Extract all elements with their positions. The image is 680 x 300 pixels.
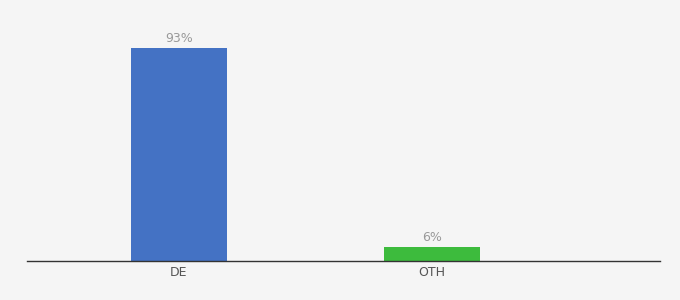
Text: 6%: 6% (422, 231, 442, 244)
Bar (131, 48, 227, 261)
Bar (384, 247, 480, 261)
Text: 93%: 93% (165, 32, 193, 45)
